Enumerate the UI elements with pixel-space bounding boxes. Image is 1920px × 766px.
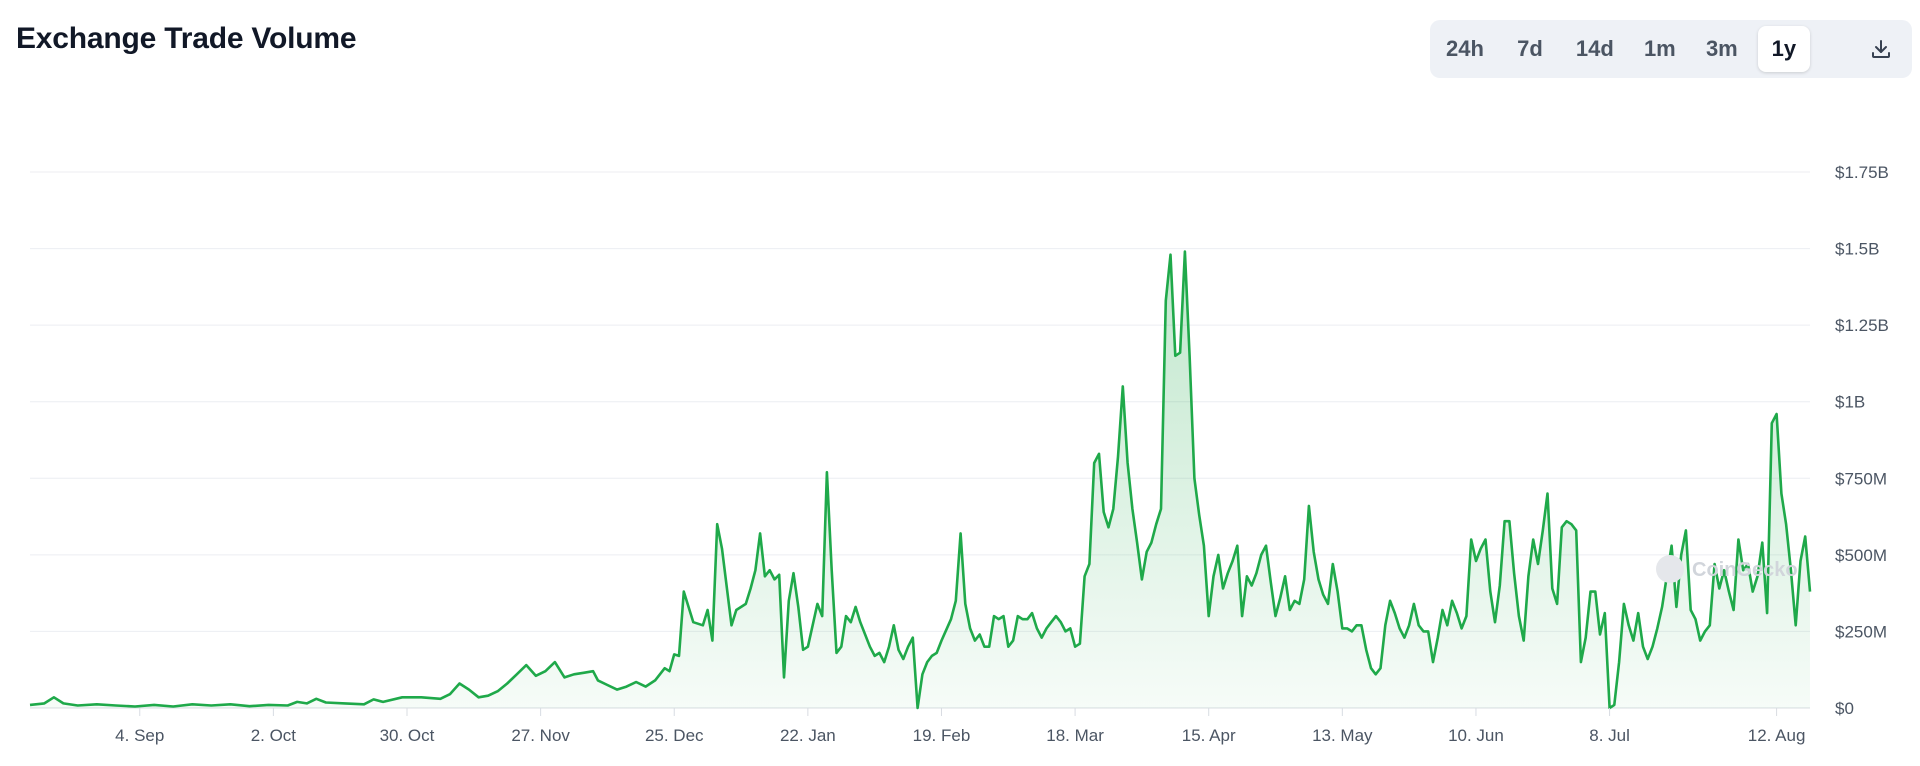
y-tick-label: $1B: [1835, 393, 1865, 412]
series-line[interactable]: [29, 250, 1812, 710]
area-fill: [30, 251, 1810, 708]
x-tick-label: 10. Jun: [1448, 726, 1504, 745]
x-tick-label: 27. Nov: [511, 726, 570, 745]
range-7d-button[interactable]: 7d: [1517, 36, 1543, 61]
y-tick-label: $1.5B: [1835, 240, 1879, 259]
series-area: [29, 250, 1812, 710]
x-tick-label: 19. Feb: [913, 726, 971, 745]
y-tick-label: $1.75B: [1835, 163, 1889, 182]
range-1y-button[interactable]: 1y: [1757, 26, 1810, 72]
chart-title: Exchange Trade Volume: [16, 22, 357, 55]
x-tick-label: 8. Jul: [1589, 726, 1630, 745]
range-14d-button[interactable]: 14d: [1575, 36, 1614, 61]
y-tick-label: $250M: [1835, 622, 1887, 641]
y-tick-label: $500M: [1835, 546, 1887, 565]
y-tick-label: $0: [1835, 699, 1854, 718]
range-3m-button[interactable]: 3m: [1705, 36, 1738, 61]
x-tick-label: 22. Jan: [780, 726, 836, 745]
x-tick-label: 30. Oct: [380, 726, 435, 745]
download-icon: [1872, 40, 1890, 58]
time-range-selector: 24h 7d 14d 1m 3m 1y: [1430, 20, 1912, 78]
range-1m-button[interactable]: 1m: [1643, 36, 1676, 61]
x-tick-label: 18. Mar: [1046, 726, 1104, 745]
x-tick-label: 25. Dec: [645, 726, 704, 745]
watermark: CoinGecko: [1656, 555, 1798, 583]
x-tick-label: 13. May: [1312, 726, 1373, 745]
x-tick-label: 2. Oct: [251, 726, 297, 745]
x-tick-label: 4. Sep: [115, 726, 164, 745]
download-button[interactable]: [1856, 26, 1906, 72]
x-tick-label: 15. Apr: [1182, 726, 1236, 745]
y-axis: $0 $250M $500M $750M $1B $1.25B $1.5B $1.75B: [1835, 163, 1889, 718]
y-tick-label: $1.25B: [1835, 316, 1889, 335]
range-24h-button[interactable]: 24h: [1446, 36, 1484, 61]
watermark-text: CoinGecko: [1692, 559, 1798, 581]
x-axis: 4. Sep 2. Oct 30. Oct 27. Nov 25. Dec 22. Jan…: [115, 708, 1805, 745]
x-tick-label: 12. Aug: [1748, 726, 1806, 745]
y-tick-label: $750M: [1835, 469, 1887, 488]
